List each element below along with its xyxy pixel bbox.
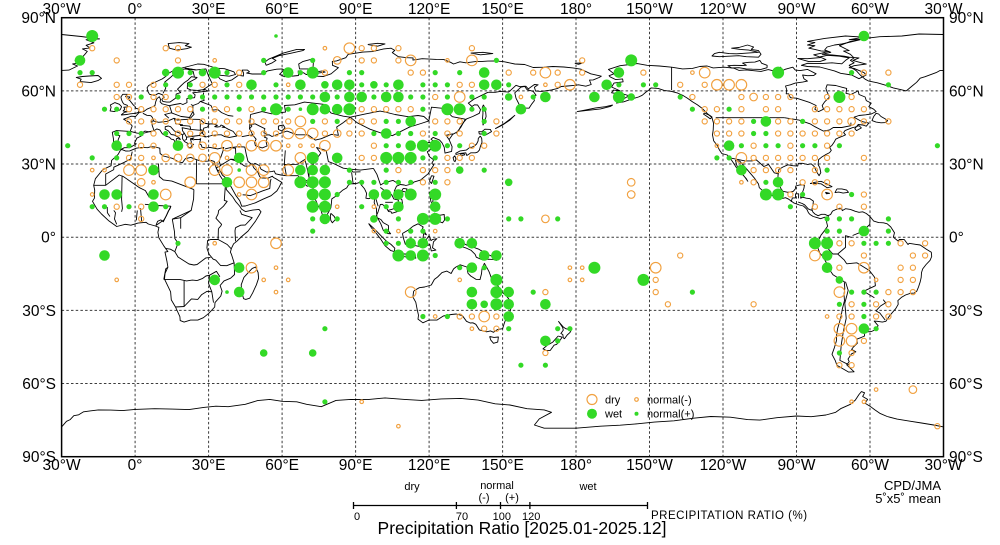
svg-text:180°: 180°	[560, 1, 592, 18]
svg-text:Precipitation Ratio [2025.01-2: Precipitation Ratio [2025.01-2025.12]	[378, 518, 667, 538]
svg-text:60°E: 60°E	[265, 457, 299, 474]
svg-text:(-): (-)	[479, 492, 490, 504]
svg-text:30°W: 30°W	[924, 457, 962, 474]
svg-text:0°: 0°	[128, 457, 143, 474]
svg-text:wet: wet	[578, 481, 596, 493]
svg-text:dry: dry	[404, 481, 420, 493]
svg-text:60°E: 60°E	[265, 1, 299, 18]
svg-text:60°S: 60°S	[949, 376, 983, 393]
svg-text:120°E: 120°E	[408, 1, 450, 18]
svg-text:120°W: 120°W	[700, 1, 747, 18]
svg-text:90°N: 90°N	[21, 10, 56, 27]
svg-text:100: 100	[493, 511, 511, 523]
svg-text:90°E: 90°E	[339, 457, 373, 474]
svg-text:90°N: 90°N	[949, 10, 984, 27]
svg-text:30°S: 30°S	[22, 303, 56, 320]
svg-text:(+): (+)	[505, 492, 519, 504]
svg-text:150°E: 150°E	[481, 1, 523, 18]
svg-text:120: 120	[522, 511, 540, 523]
svg-text:0°: 0°	[41, 230, 56, 247]
svg-text:0°: 0°	[128, 1, 143, 18]
svg-text:90°S: 90°S	[22, 449, 56, 466]
svg-text:30°E: 30°E	[192, 457, 226, 474]
svg-text:60°W: 60°W	[851, 1, 889, 18]
svg-text:0: 0	[354, 511, 360, 523]
svg-text:30°W: 30°W	[43, 1, 81, 18]
svg-text:90°S: 90°S	[949, 449, 983, 466]
svg-text:30°E: 30°E	[192, 1, 226, 18]
svg-text:0°: 0°	[949, 230, 964, 247]
svg-text:PRECIPITATION RATIO (%): PRECIPITATION RATIO (%)	[651, 510, 808, 522]
svg-text:60°S: 60°S	[22, 376, 56, 393]
svg-text:30°W: 30°W	[43, 457, 81, 474]
svg-text:normal: normal	[480, 480, 514, 492]
svg-text:60°W: 60°W	[851, 457, 889, 474]
svg-text:CPD/JMA: CPD/JMA	[884, 478, 941, 493]
svg-text:150°W: 150°W	[626, 1, 673, 18]
svg-text:120°W: 120°W	[700, 457, 747, 474]
svg-text:dry: dry	[605, 395, 621, 407]
svg-text:5˚x5˚ mean: 5˚x5˚ mean	[875, 491, 941, 506]
svg-text:60°N: 60°N	[949, 83, 984, 100]
svg-text:120°E: 120°E	[408, 457, 450, 474]
svg-text:180°: 180°	[560, 457, 592, 474]
svg-text:90°E: 90°E	[339, 1, 373, 18]
svg-text:150°W: 150°W	[626, 457, 673, 474]
svg-text:90°W: 90°W	[777, 1, 815, 18]
svg-text:30°N: 30°N	[21, 157, 56, 174]
svg-text:90°W: 90°W	[777, 457, 815, 474]
svg-text:wet: wet	[604, 409, 622, 421]
svg-text:60°N: 60°N	[21, 83, 56, 100]
svg-text:30°S: 30°S	[949, 303, 983, 320]
svg-text:normal(+): normal(+)	[647, 409, 694, 421]
svg-text:150°E: 150°E	[481, 457, 523, 474]
svg-text:70: 70	[456, 511, 468, 523]
svg-text:normal(-): normal(-)	[647, 395, 692, 407]
svg-text:30°N: 30°N	[949, 157, 984, 174]
svg-text:30°W: 30°W	[924, 1, 962, 18]
